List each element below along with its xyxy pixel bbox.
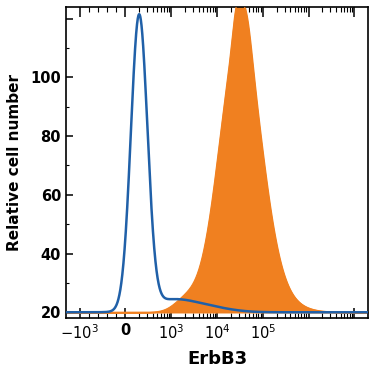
Y-axis label: Relative cell number: Relative cell number [7, 74, 22, 251]
X-axis label: ErbB3: ErbB3 [187, 350, 247, 368]
